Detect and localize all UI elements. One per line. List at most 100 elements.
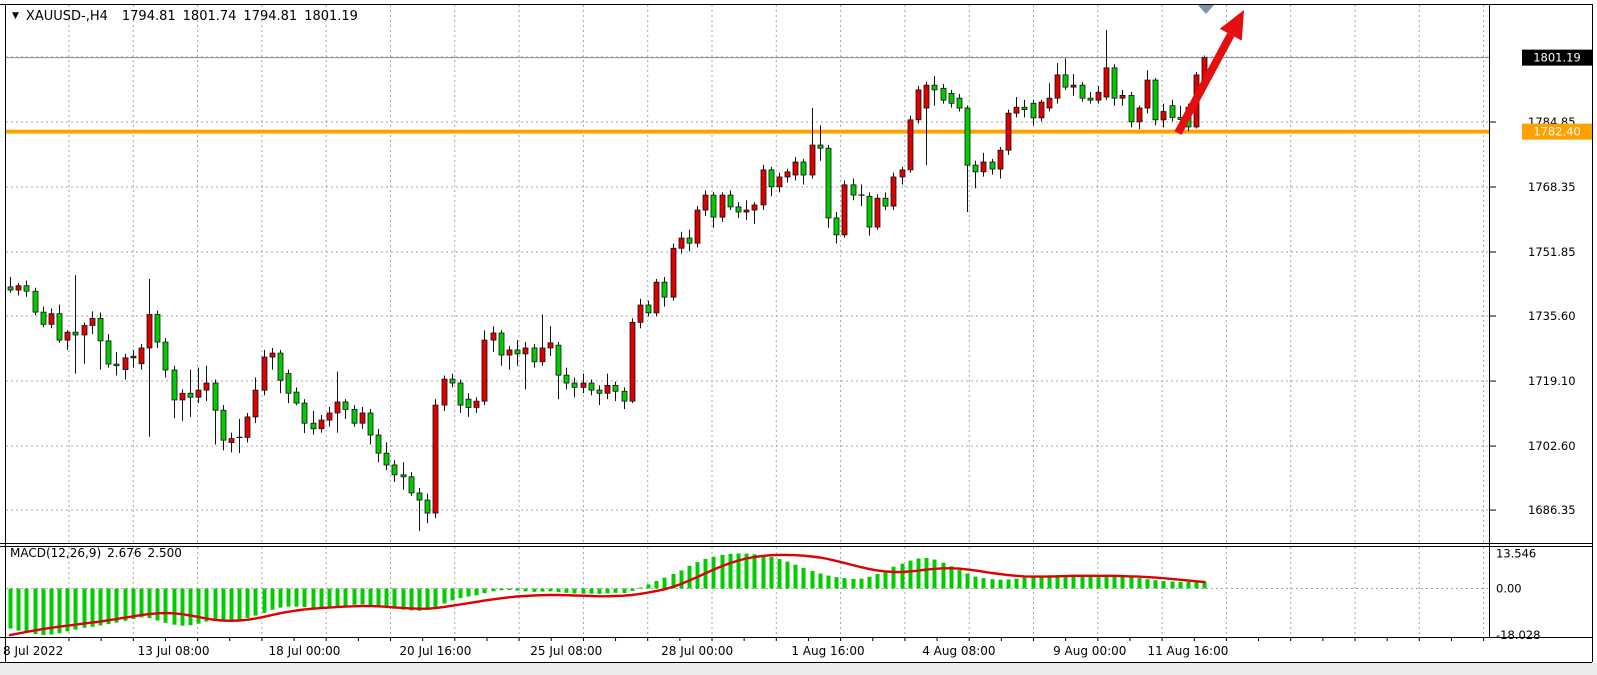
- time-axis-label[interactable]: 11 Aug 16:00: [1147, 644, 1228, 658]
- macd-histogram-bar: [1039, 575, 1044, 589]
- candle-body: [678, 237, 685, 249]
- macd-histogram-bar: [777, 559, 782, 589]
- candle-body: [465, 398, 472, 408]
- trend-arrow-head[interactable]: [1219, 10, 1244, 41]
- candle-body: [997, 149, 1004, 170]
- candle-body: [367, 412, 374, 436]
- macd-histogram-bar: [924, 558, 929, 589]
- candle-body: [375, 434, 382, 454]
- candle-body: [1046, 97, 1053, 109]
- macd-histogram-bar: [572, 588, 577, 594]
- macd-histogram-bar: [785, 561, 790, 589]
- macd-histogram-bar: [466, 588, 471, 597]
- candle-body: [1038, 101, 1045, 119]
- macd-histogram-bar: [499, 588, 504, 591]
- macd-histogram-bar: [1031, 576, 1036, 589]
- macd-histogram-bar: [163, 588, 168, 623]
- macd-histogram-bar: [33, 588, 38, 634]
- candle-body: [1095, 91, 1102, 101]
- macd-histogram-bar: [384, 588, 389, 608]
- candle-body: [1021, 106, 1028, 110]
- macd-histogram-bar: [482, 588, 487, 594]
- macd-histogram-bar: [491, 588, 496, 592]
- candle-body: [81, 325, 88, 336]
- candle-body: [866, 195, 873, 228]
- candle-body: [923, 84, 930, 109]
- macd-axis-label: -18.028: [1496, 628, 1540, 642]
- time-axis-label[interactable]: 9 Aug 00:00: [1053, 644, 1126, 658]
- macd-histogram-bar: [507, 588, 512, 591]
- macd-histogram-bar: [851, 578, 856, 589]
- time-axis-label[interactable]: 28 Jul 00:00: [661, 644, 733, 658]
- macd-histogram-bar: [875, 574, 880, 589]
- macd-histogram-bar: [736, 553, 741, 589]
- macd-histogram-bar: [1014, 578, 1019, 589]
- candle-body: [768, 169, 775, 188]
- candle-body: [171, 369, 178, 401]
- candle-body: [1128, 95, 1135, 123]
- time-axis-label[interactable]: 20 Jul 16:00: [399, 644, 471, 658]
- macd-histogram-bar: [245, 588, 250, 618]
- time-axis-label[interactable]: 4 Aug 08:00: [922, 644, 995, 658]
- macd-histogram-bar: [949, 566, 954, 589]
- candle-body: [187, 392, 194, 398]
- candle-body: [670, 247, 677, 298]
- candle-body: [915, 89, 922, 121]
- candle-body: [555, 344, 562, 376]
- candle-body: [1169, 105, 1176, 118]
- time-axis-label[interactable]: 18 Jul 00:00: [268, 644, 340, 658]
- candle-body: [424, 499, 431, 514]
- macd-histogram-bar: [204, 588, 209, 622]
- macd-histogram-bar: [1178, 581, 1183, 589]
- price-axis-label: 1768.35: [1528, 180, 1576, 194]
- time-axis-label[interactable]: 25 Jul 08:00: [530, 644, 602, 658]
- trend-arrow-shaft[interactable]: [1174, 32, 1235, 135]
- candle-body: [432, 404, 439, 514]
- time-axis-label[interactable]: 8 Jul 2022: [3, 644, 63, 658]
- candle-body: [629, 321, 636, 402]
- candle-body: [792, 161, 799, 176]
- macd-histogram-bar: [253, 588, 258, 616]
- macd-histogram-bar: [728, 553, 733, 589]
- candle-body: [817, 144, 824, 149]
- macd-histogram-bar: [981, 578, 986, 589]
- macd-histogram-bar: [842, 578, 847, 589]
- macd-histogram-bar: [1120, 576, 1125, 589]
- candle-body: [948, 93, 955, 104]
- macd-histogram-bar: [139, 588, 144, 618]
- time-axis-label[interactable]: 1 Aug 16:00: [791, 644, 864, 658]
- macd-histogram-bar: [998, 579, 1003, 589]
- candle-body: [694, 209, 701, 244]
- candle-body: [980, 161, 987, 173]
- candle-body: [784, 171, 791, 178]
- macd-histogram-bar: [1006, 579, 1011, 589]
- macd-histogram-bar: [662, 577, 667, 589]
- macd-histogram-bar: [172, 588, 177, 625]
- macd-histogram-bar: [1071, 575, 1076, 589]
- price-axis-label: 1702.60: [1528, 439, 1576, 453]
- candle-body: [113, 363, 120, 367]
- chart-shift-marker-icon[interactable]: [1198, 5, 1214, 14]
- candle-body: [760, 169, 767, 206]
- candle-body: [244, 416, 251, 438]
- candle-body: [64, 331, 71, 341]
- macd-histogram-bar: [311, 588, 316, 608]
- candle-body: [252, 389, 259, 418]
- candle-body: [48, 313, 55, 325]
- candle-body: [1119, 95, 1126, 99]
- candle-body: [285, 373, 292, 394]
- candle-body: [326, 412, 333, 421]
- candle-body: [899, 169, 906, 178]
- macd-histogram-bar: [867, 576, 872, 589]
- macd-histogram-bar: [114, 588, 119, 623]
- macd-histogram-bar: [1063, 575, 1068, 589]
- candle-body: [359, 412, 366, 424]
- candle-body: [481, 339, 488, 402]
- macd-histogram-bar: [826, 575, 831, 589]
- candle-body: [956, 97, 963, 109]
- candle-body: [351, 409, 358, 424]
- candle-body: [441, 378, 448, 406]
- time-axis-label[interactable]: 13 Jul 08:00: [138, 644, 210, 658]
